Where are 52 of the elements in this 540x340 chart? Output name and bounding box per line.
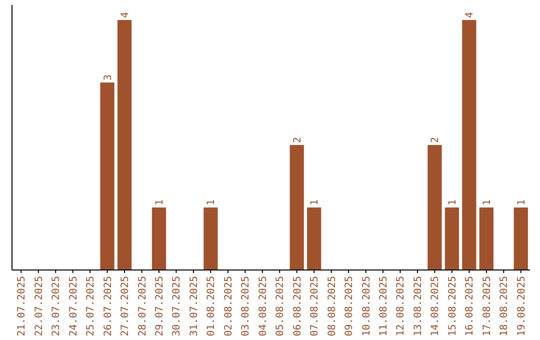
data-label: 1 <box>447 199 458 206</box>
bar <box>479 208 494 270</box>
data-label: 1 <box>516 199 528 206</box>
x-tick-label: 04.08.2025 <box>258 276 269 336</box>
x-tick-label: 02.08.2025 <box>223 276 234 336</box>
x-tick-label: 19.08.2025 <box>516 276 528 336</box>
bar <box>444 208 460 270</box>
x-tick-label: 17.08.2025 <box>482 276 493 336</box>
x-tick-label: 21.07.2025 <box>16 276 28 336</box>
x-tick-label: 15.08.2025 <box>447 276 458 336</box>
x-tick-label: 16.08.2025 <box>464 276 476 336</box>
x-tick-label: 29.07.2025 <box>154 276 166 336</box>
data-label: 4 <box>120 12 132 18</box>
x-tick-label: 09.08.2025 <box>344 276 356 336</box>
bar <box>428 145 442 270</box>
x-tick-label: 12.08.2025 <box>396 276 407 336</box>
x-tick-label: 06.08.2025 <box>292 276 304 336</box>
x-tick-label: 14.08.2025 <box>430 276 442 336</box>
x-tick-label: 03.08.2025 <box>240 276 252 336</box>
x-tick-label: 01.08.2025 <box>206 276 218 336</box>
x-tick-label: 26.07.2025 <box>102 276 114 336</box>
bar <box>514 208 528 270</box>
bar <box>100 82 114 270</box>
data-label: 3 <box>102 74 114 80</box>
data-label: 2 <box>430 136 442 143</box>
data-label: 1 <box>206 199 218 206</box>
bar <box>462 20 476 270</box>
x-tick-label: 05.08.2025 <box>275 276 286 336</box>
bar <box>117 20 132 270</box>
x-tick-label: 22.07.2025 <box>34 276 45 336</box>
x-tick-label: 08.08.2025 <box>326 276 338 336</box>
bar <box>307 208 322 270</box>
data-label: 1 <box>482 199 493 206</box>
x-tick-label: 13.08.2025 <box>412 276 424 336</box>
x-tick-label: 28.07.2025 <box>137 276 148 336</box>
x-tick-label: 31.07.2025 <box>188 276 200 336</box>
x-tick-label: 11.08.2025 <box>378 276 390 336</box>
bar <box>290 145 304 270</box>
data-label: 1 <box>154 199 166 206</box>
bar <box>204 208 218 270</box>
data-label: 4 <box>464 12 476 18</box>
x-tick-label: 23.07.2025 <box>51 276 62 336</box>
x-tick-label: 27.07.2025 <box>120 276 132 336</box>
x-tick-label: 07.08.2025 <box>310 276 321 336</box>
data-label: 2 <box>292 136 304 143</box>
x-tick-label: 10.08.2025 <box>361 276 372 336</box>
x-tick-label: 30.07.2025 <box>172 276 183 336</box>
data-label: 1 <box>310 199 321 206</box>
x-tick-label: 18.08.2025 <box>499 276 510 336</box>
bar <box>152 208 166 270</box>
x-tick-label: 24.07.2025 <box>68 276 80 336</box>
x-tick-label: 25.07.2025 <box>86 276 97 336</box>
